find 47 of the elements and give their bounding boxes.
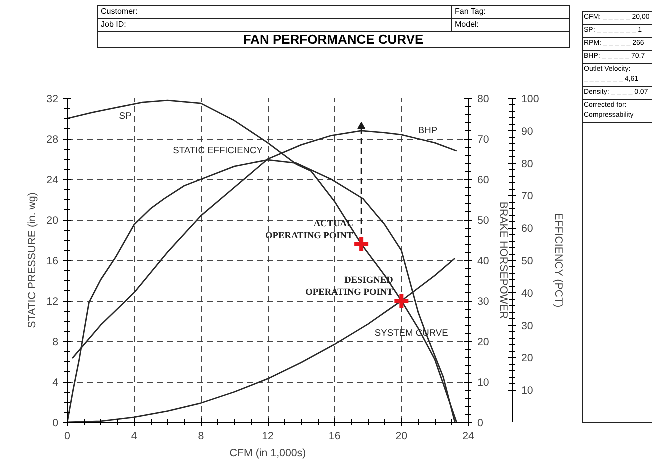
x-tick-label: 20 — [396, 430, 408, 442]
y-tick-label: 24 — [46, 174, 59, 186]
x-tick-label: 4 — [131, 430, 138, 442]
y-tick-label: 0 — [52, 418, 59, 430]
y3-tick-label: 40 — [522, 288, 534, 300]
y-tick-label: 28 — [46, 134, 59, 146]
y2-tick-label: 60 — [478, 174, 490, 186]
x-tick-label: 12 — [262, 430, 274, 442]
y-tick-label: 12 — [46, 296, 59, 308]
y-tick-label: 32 — [46, 94, 59, 106]
text: Fan Tag: — [452, 6, 570, 18]
y3-tick-label: 70 — [522, 190, 534, 203]
x-tick-label: 0 — [64, 430, 71, 442]
y3-tick-label: 30 — [522, 320, 534, 332]
y2-tick-label: 40 — [478, 256, 490, 268]
x-tick-label: 16 — [328, 430, 341, 442]
chart-title: FAN PERFORMANCE CURVE — [98, 32, 570, 48]
x-axis-title: CFM (in 1,000s) — [230, 448, 306, 459]
y-tick-label: 20 — [46, 215, 59, 227]
y-axis-title: STATIC PRESSURE (in. wg) — [26, 192, 39, 328]
series-label: STATIC EFFICIENCY — [173, 146, 264, 156]
x-tick-label: 8 — [198, 430, 204, 442]
y3-tick-label: 80 — [522, 158, 534, 170]
y2-tick-label: 10 — [478, 377, 490, 389]
y-tick-label: 16 — [46, 256, 59, 268]
y3-tick-label: 20 — [522, 352, 534, 365]
series-label: SP — [119, 111, 132, 122]
y3-tick-label: 100 — [522, 94, 540, 106]
y2-tick-label: 20 — [478, 336, 490, 348]
y3-tick-label: 60 — [522, 223, 534, 236]
y2-axis-title: BRAKE HORSEPOWER — [497, 202, 510, 320]
y-tick-label: 4 — [52, 377, 59, 389]
y2-tick-label: 80 — [478, 94, 490, 106]
series-label: BHP — [418, 125, 438, 136]
y3-tick-label: 50 — [522, 256, 534, 268]
y2-tick-label: 0 — [478, 418, 484, 430]
x-tick-label: 24 — [462, 430, 474, 442]
y2-tick-label: 30 — [478, 296, 490, 308]
y3-tick-label: 10 — [522, 385, 534, 398]
text: Model: — [452, 18, 570, 32]
y-tick-label: 8 — [52, 336, 59, 348]
text: Customer: — [98, 6, 452, 18]
y2-tick-label: 70 — [478, 134, 490, 146]
text: Job ID: — [98, 18, 452, 32]
y3-axis-title: EFFICIENCY (PCT) — [552, 213, 564, 308]
y3-tick-label: 90 — [522, 126, 534, 138]
y2-tick-label: 50 — [478, 215, 490, 227]
